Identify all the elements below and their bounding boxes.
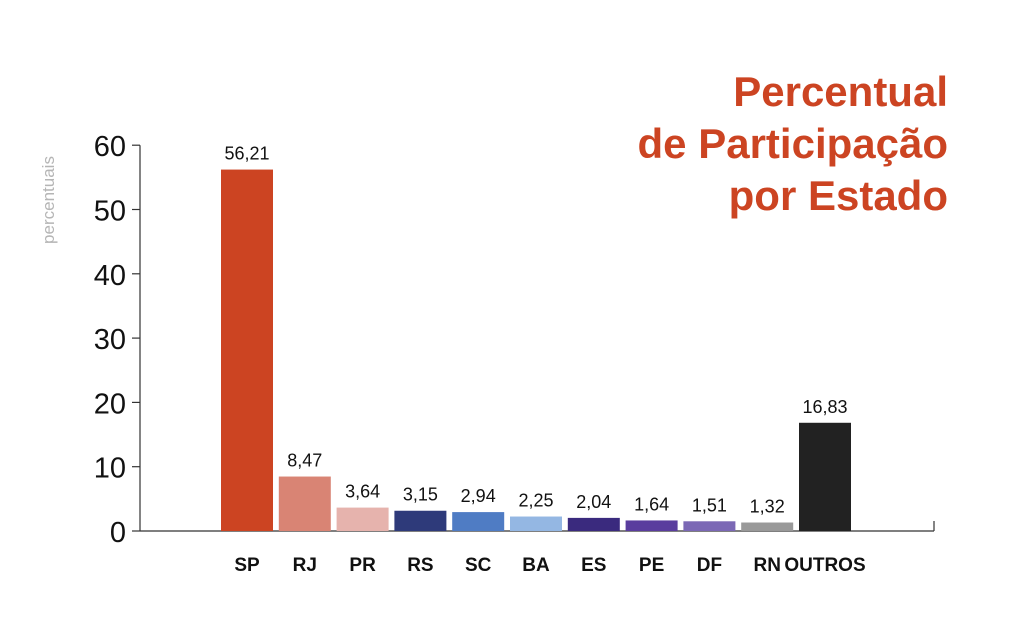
bar: [452, 512, 505, 531]
bar-value-label: 2,04: [576, 492, 611, 512]
y-tick-label: 60: [94, 131, 126, 163]
y-tick-label: 10: [94, 453, 126, 485]
x-tick-label: RN: [753, 555, 780, 576]
bar: [221, 169, 273, 531]
bar: [741, 522, 794, 531]
y-tick-label: 0: [110, 517, 126, 549]
bar: [799, 422, 851, 531]
bar-value-label: 1,64: [634, 494, 669, 514]
bar: [625, 520, 678, 531]
chart-title-line-1: Percentual: [733, 68, 948, 115]
chart-title-line-2: de Participação: [637, 120, 948, 167]
y-axis-label: percentuais: [39, 156, 58, 244]
y-tick-label: 20: [94, 388, 126, 420]
bar-value-label: 16,83: [802, 397, 847, 417]
bar-value-label: 3,15: [403, 485, 438, 505]
chart-title: Percentual de Participação por Estado: [428, 66, 948, 222]
bar: [278, 476, 331, 531]
bar: [394, 510, 447, 531]
x-tick-label: OUTROS: [784, 555, 865, 576]
bar-value-label: 2,25: [518, 491, 553, 511]
bar-value-label: 1,32: [750, 497, 785, 517]
bar: [683, 521, 736, 531]
bar: [336, 507, 389, 531]
x-tick-label: PR: [349, 555, 376, 576]
y-tick-label: 30: [94, 324, 126, 356]
y-tick-label: 50: [94, 196, 126, 228]
x-tick-label: PE: [639, 555, 664, 576]
bar-value-label: 56,21: [224, 144, 269, 164]
bar-value-label: 1,51: [692, 495, 727, 515]
x-tick-label: SC: [465, 555, 492, 576]
bar-value-label: 3,64: [345, 482, 380, 502]
x-tick-label: SP: [234, 555, 260, 576]
x-tick-label: RJ: [293, 555, 317, 576]
y-tick-label: 40: [94, 260, 126, 292]
x-tick-label: RS: [407, 555, 433, 576]
x-tick-label: BA: [522, 555, 550, 576]
bar: [510, 516, 562, 531]
bar-value-label: 8,47: [287, 451, 322, 471]
bar: [567, 517, 620, 531]
chart-title-line-3: por Estado: [728, 172, 948, 219]
x-tick-label: ES: [581, 555, 606, 576]
bar-value-label: 2,94: [461, 486, 496, 506]
x-tick-label: DF: [697, 555, 722, 576]
